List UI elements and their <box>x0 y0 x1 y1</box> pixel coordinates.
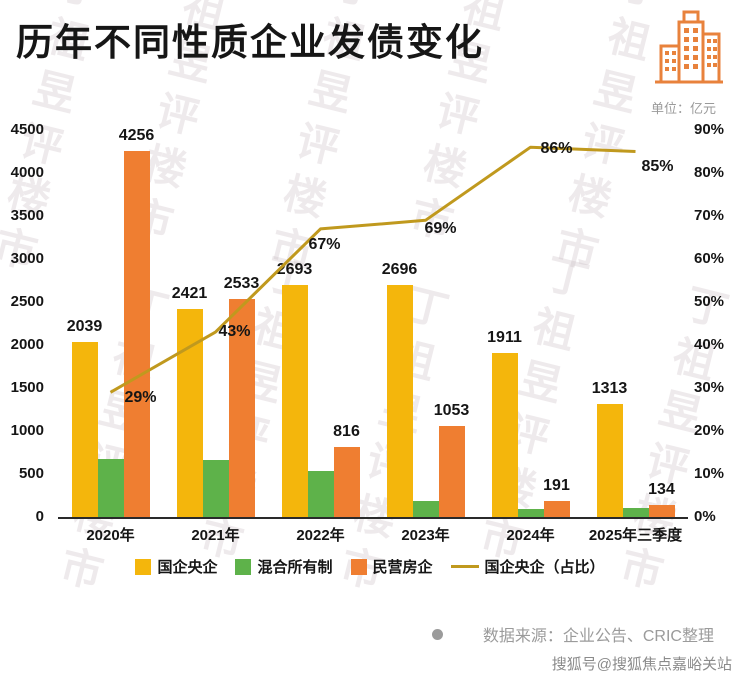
source-note: 数据来源：企业公告、CRIC整理 <box>0 622 740 646</box>
plot-area: 2039 2421 2693 2696 1911 1313 4256 2533 816 1053 1… <box>58 126 688 519</box>
bar-国企央企 <box>281 285 308 517</box>
legend-item-国企央企: 国企央企 <box>135 556 217 577</box>
line-series <box>109 145 636 394</box>
value-label: 1053 <box>433 402 470 420</box>
bar-民营房企 <box>123 150 150 517</box>
bar-混合所有制 <box>412 500 439 517</box>
x-axis-label: 2023年 <box>401 527 450 544</box>
y-axis-label: 0% <box>694 508 716 525</box>
legend-swatch <box>235 558 252 575</box>
bar-混合所有制 <box>622 507 649 517</box>
percent-label: 67% <box>308 235 341 253</box>
bar-国企央企 <box>386 285 413 517</box>
y-axis-label: 500 <box>18 465 44 482</box>
x-axis-labels: 2020年 2021年 2022年 2023年 2024年 2025年三季度 <box>58 524 688 545</box>
y-axis-label: 3500 <box>10 207 44 224</box>
value-label: 2533 <box>223 275 260 293</box>
value-label: 816 <box>333 422 360 440</box>
legend-label: 混合所有制 <box>257 559 333 576</box>
value-label: 4256 <box>118 126 155 144</box>
y-axis-label: 2000 <box>10 336 44 353</box>
value-label: 191 <box>543 476 570 494</box>
legend-item-民营房企: 民营房企 <box>350 556 433 577</box>
bar-国企央企 <box>596 404 623 517</box>
bullet-icon <box>431 628 443 640</box>
y-axis-label: 1500 <box>10 379 44 396</box>
bar-混合所有制 <box>517 509 544 517</box>
percent-label: 43% <box>218 323 251 341</box>
legend-label: 国企央企（占比） <box>484 559 605 576</box>
bar-民营房企 <box>543 500 570 517</box>
bar-国企央企 <box>491 352 518 517</box>
legend-item-国企央企（占比）: 国企央企（占比） <box>450 556 605 577</box>
y-axis-label: 4000 <box>10 164 44 181</box>
y-axis-right: 90% 80% 70% 60% 50% 40% 30% 20% 10% 0% <box>694 121 740 525</box>
source-text: 数据来源：企业公告、CRIC整理 <box>482 628 714 645</box>
legend-line-swatch <box>450 565 479 568</box>
bar-国企央企 <box>71 341 98 517</box>
y-axis-label: 50% <box>694 293 725 310</box>
value-label: 2039 <box>66 317 103 335</box>
percent-label: 86% <box>540 140 573 158</box>
y-axis-label: 10% <box>694 465 725 482</box>
y-axis-label: 90% <box>694 121 725 138</box>
y-axis-label: 20% <box>694 422 725 439</box>
legend-item-混合所有制: 混合所有制 <box>235 556 333 577</box>
y-axis-label: 1000 <box>10 422 44 439</box>
y-axis-label: 4500 <box>10 121 44 138</box>
bar-混合所有制 <box>97 458 124 517</box>
bar-混合所有制 <box>202 460 229 517</box>
value-label: 2421 <box>171 284 208 302</box>
y-axis-label: 70% <box>694 207 725 224</box>
y-axis-label: 80% <box>694 164 725 181</box>
legend-swatch <box>350 558 367 575</box>
x-axis-label: 2025年三季度 <box>588 527 683 544</box>
legend: 国企央企 混合所有制 民营房企 国企央企（占比） <box>0 556 740 577</box>
bar-混合所有制 <box>307 471 334 517</box>
unit-label: 单位：亿元 <box>650 101 716 116</box>
bar-民营房企 <box>648 505 675 517</box>
bar-民营房企 <box>438 426 465 517</box>
buildings-icon <box>652 4 726 91</box>
legend-label: 国企央企 <box>157 559 218 576</box>
y-axis-label: 60% <box>694 250 725 267</box>
value-label: 2696 <box>381 261 418 279</box>
bar-民营房企 <box>333 446 360 517</box>
y-axis-label: 3000 <box>10 250 44 267</box>
x-axis-label: 2020年 <box>86 527 135 544</box>
percent-label: 69% <box>424 220 457 238</box>
x-axis-label: 2022年 <box>296 527 345 544</box>
sohu-watermark: 搜狐号@搜狐焦点嘉峪关站 <box>551 656 732 673</box>
x-axis-label: 2024年 <box>506 527 555 544</box>
value-label: 1313 <box>591 380 628 398</box>
y-axis-label: 2500 <box>10 293 44 310</box>
x-axis-label: 2021年 <box>191 527 240 544</box>
percent-label: 29% <box>124 389 157 407</box>
page-title: 历年不同性质企业发债变化 <box>16 22 484 63</box>
bar-民营房企 <box>228 299 255 517</box>
value-label: 134 <box>648 481 675 499</box>
y-axis-label: 40% <box>694 336 725 353</box>
value-label: 2693 <box>276 261 313 279</box>
y-axis-left: 4500 4000 3500 3000 2500 2000 1500 1000 500 0 <box>0 121 50 525</box>
y-axis-label: 30% <box>694 379 725 396</box>
y-axis-label: 0 <box>35 508 44 525</box>
value-label: 1911 <box>487 328 522 346</box>
legend-swatch <box>135 558 152 575</box>
legend-label: 民营房企 <box>372 559 433 576</box>
percent-label: 85% <box>641 157 674 175</box>
